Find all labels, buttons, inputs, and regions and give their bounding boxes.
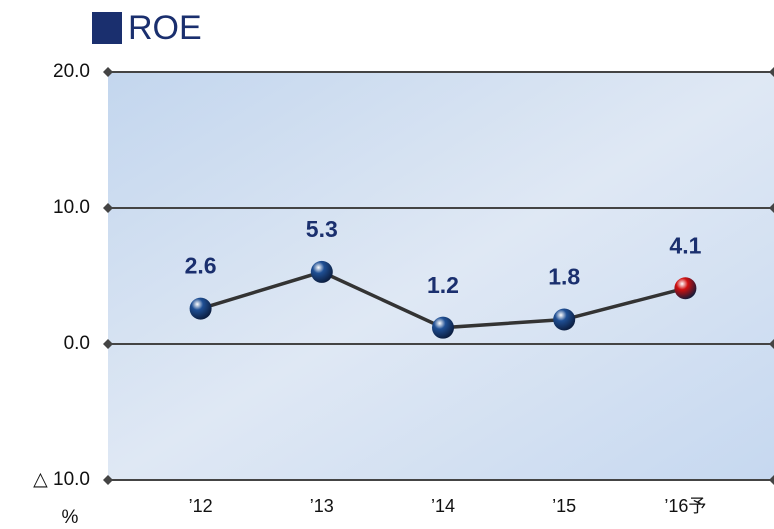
x-tick-label: ’12 [189,496,213,516]
tick-marker [769,67,774,77]
x-tick-label: ’16予 [664,496,706,516]
point [674,277,697,300]
chart-title: ROE [128,9,202,47]
data-label: 2.6 [185,253,217,279]
tick-marker [769,203,774,213]
point [553,308,576,331]
x-tick-label: ’14 [431,496,455,516]
x-tick-label: ’15 [552,496,576,516]
plot-area [108,72,774,480]
tick-marker [103,203,113,213]
tick-marker [103,339,113,349]
point [310,260,333,283]
point [432,316,454,339]
y-tick-label: △ 10.0 [33,469,90,490]
y-axis-label: % [62,507,79,528]
y-tick-label: 20.0 [53,61,90,82]
data-label: 1.8 [548,264,580,290]
point [189,297,212,320]
y-tick-label: 0.0 [64,333,90,354]
x-tick-label: ’13 [310,496,334,516]
data-label: 4.1 [669,232,701,258]
tick-marker [769,339,774,349]
data-label: 1.2 [427,272,459,298]
tick-marker [103,475,113,485]
tick-marker [103,67,113,77]
data-label: 5.3 [306,216,338,242]
y-tick-label: 10.0 [53,197,90,218]
tick-marker [769,475,774,485]
title-icon [92,12,122,44]
